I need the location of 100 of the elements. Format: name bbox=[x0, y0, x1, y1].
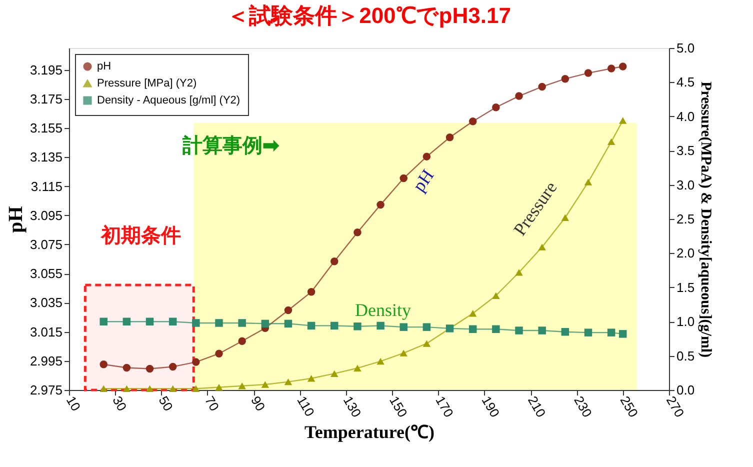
point bbox=[376, 358, 384, 365]
point bbox=[215, 319, 223, 327]
annotation: 初期条件 bbox=[100, 224, 181, 247]
point bbox=[538, 82, 546, 91]
point bbox=[584, 69, 592, 77]
y2-tick-label: 1.0 bbox=[676, 314, 695, 330]
x-tick-label: 210 bbox=[524, 394, 549, 420]
y2-tick-label: 1.5 bbox=[676, 280, 695, 295]
x-tick-label: 130 bbox=[340, 394, 364, 420]
point bbox=[515, 269, 523, 276]
point bbox=[492, 325, 500, 333]
point bbox=[618, 330, 627, 338]
point bbox=[122, 364, 131, 372]
point bbox=[607, 138, 616, 146]
point bbox=[307, 288, 316, 296]
point bbox=[492, 104, 500, 112]
x-tick-label: 30 bbox=[110, 394, 130, 414]
x-tick-label: 170 bbox=[432, 394, 457, 420]
point bbox=[146, 364, 154, 373]
annotation: Density bbox=[355, 300, 411, 320]
y-tick-label: 3.175 bbox=[30, 91, 62, 106]
point bbox=[584, 178, 592, 186]
point bbox=[468, 325, 477, 333]
y-tick-label: 3.115 bbox=[30, 178, 62, 194]
x-tick-label: 230 bbox=[571, 394, 595, 420]
annotation: 計算事例➡ bbox=[182, 134, 280, 157]
legend-label: Density - Aqueous [g/ml] (Y2) bbox=[97, 94, 240, 106]
y-tick-label: 2.995 bbox=[30, 353, 62, 368]
y-tick-label: 3.055 bbox=[30, 266, 62, 282]
x-tick-label: 70 bbox=[202, 394, 222, 414]
y-tick-label: 2.975 bbox=[30, 382, 62, 398]
point bbox=[146, 385, 154, 392]
y2-tick-label: 2.5 bbox=[676, 212, 695, 226]
point bbox=[561, 74, 570, 83]
x-tick-label: 110 bbox=[294, 394, 318, 419]
point bbox=[515, 92, 523, 100]
y2-tick-label: 2.0 bbox=[676, 246, 695, 261]
point bbox=[168, 318, 177, 326]
annotation: pH bbox=[408, 166, 438, 196]
y2-tick-label: 3.0 bbox=[676, 177, 695, 192]
point bbox=[561, 214, 570, 221]
point bbox=[492, 292, 500, 299]
point bbox=[284, 320, 292, 328]
y2-tick-label: 0.5 bbox=[676, 348, 695, 364]
point bbox=[238, 319, 246, 327]
y-tick-label: 3.015 bbox=[30, 324, 62, 340]
point bbox=[422, 340, 431, 347]
y-tick-label: 3.095 bbox=[30, 208, 62, 223]
point bbox=[607, 64, 616, 72]
point bbox=[284, 306, 292, 314]
point bbox=[238, 337, 246, 345]
point bbox=[238, 382, 246, 390]
point bbox=[400, 174, 408, 182]
point bbox=[330, 257, 338, 266]
x-tick-label: 50 bbox=[156, 394, 176, 414]
point bbox=[330, 322, 338, 330]
y-tick-label: 3.195 bbox=[30, 62, 62, 78]
point bbox=[618, 62, 627, 70]
point bbox=[192, 319, 200, 327]
chart-title: ＜試験条件＞200℃でpH3.17 bbox=[227, 3, 511, 28]
point bbox=[538, 244, 546, 250]
y2-axis-title: Pressure(MPaA) & Density[aqueous](g/ml) bbox=[698, 81, 714, 358]
y2-tick-label: 4.5 bbox=[676, 74, 695, 90]
point bbox=[446, 133, 454, 142]
x-tick-label: 90 bbox=[248, 394, 268, 414]
point bbox=[354, 364, 362, 372]
x-tick-label: 250 bbox=[617, 394, 642, 420]
point bbox=[261, 320, 270, 328]
x-tick-label: 10 bbox=[63, 394, 84, 414]
y2-tick-label: 3.5 bbox=[676, 143, 695, 158]
point bbox=[354, 228, 362, 236]
point bbox=[168, 385, 177, 392]
point bbox=[330, 370, 338, 377]
y-tick-label: 3.075 bbox=[30, 236, 62, 252]
point bbox=[100, 318, 108, 326]
point bbox=[468, 117, 477, 126]
point bbox=[307, 322, 316, 330]
point bbox=[584, 328, 592, 336]
point bbox=[561, 328, 570, 336]
point bbox=[100, 385, 108, 392]
point bbox=[215, 350, 223, 358]
point bbox=[607, 328, 616, 336]
y-tick-label: 3.135 bbox=[30, 150, 62, 165]
point bbox=[307, 375, 316, 382]
point bbox=[422, 152, 431, 160]
y-tick-label: 3.155 bbox=[30, 120, 62, 136]
point bbox=[122, 385, 131, 392]
legend-label: pH bbox=[97, 60, 112, 72]
point bbox=[422, 323, 431, 331]
x-tick-label: 150 bbox=[386, 394, 410, 420]
point bbox=[400, 350, 408, 356]
y-axis-title: pH bbox=[4, 206, 27, 233]
point bbox=[376, 322, 384, 330]
point bbox=[400, 323, 408, 331]
point bbox=[515, 326, 523, 334]
point bbox=[284, 378, 292, 386]
point bbox=[354, 322, 362, 330]
x-tick-label: 190 bbox=[478, 394, 503, 420]
point bbox=[376, 200, 384, 209]
point bbox=[618, 117, 627, 124]
